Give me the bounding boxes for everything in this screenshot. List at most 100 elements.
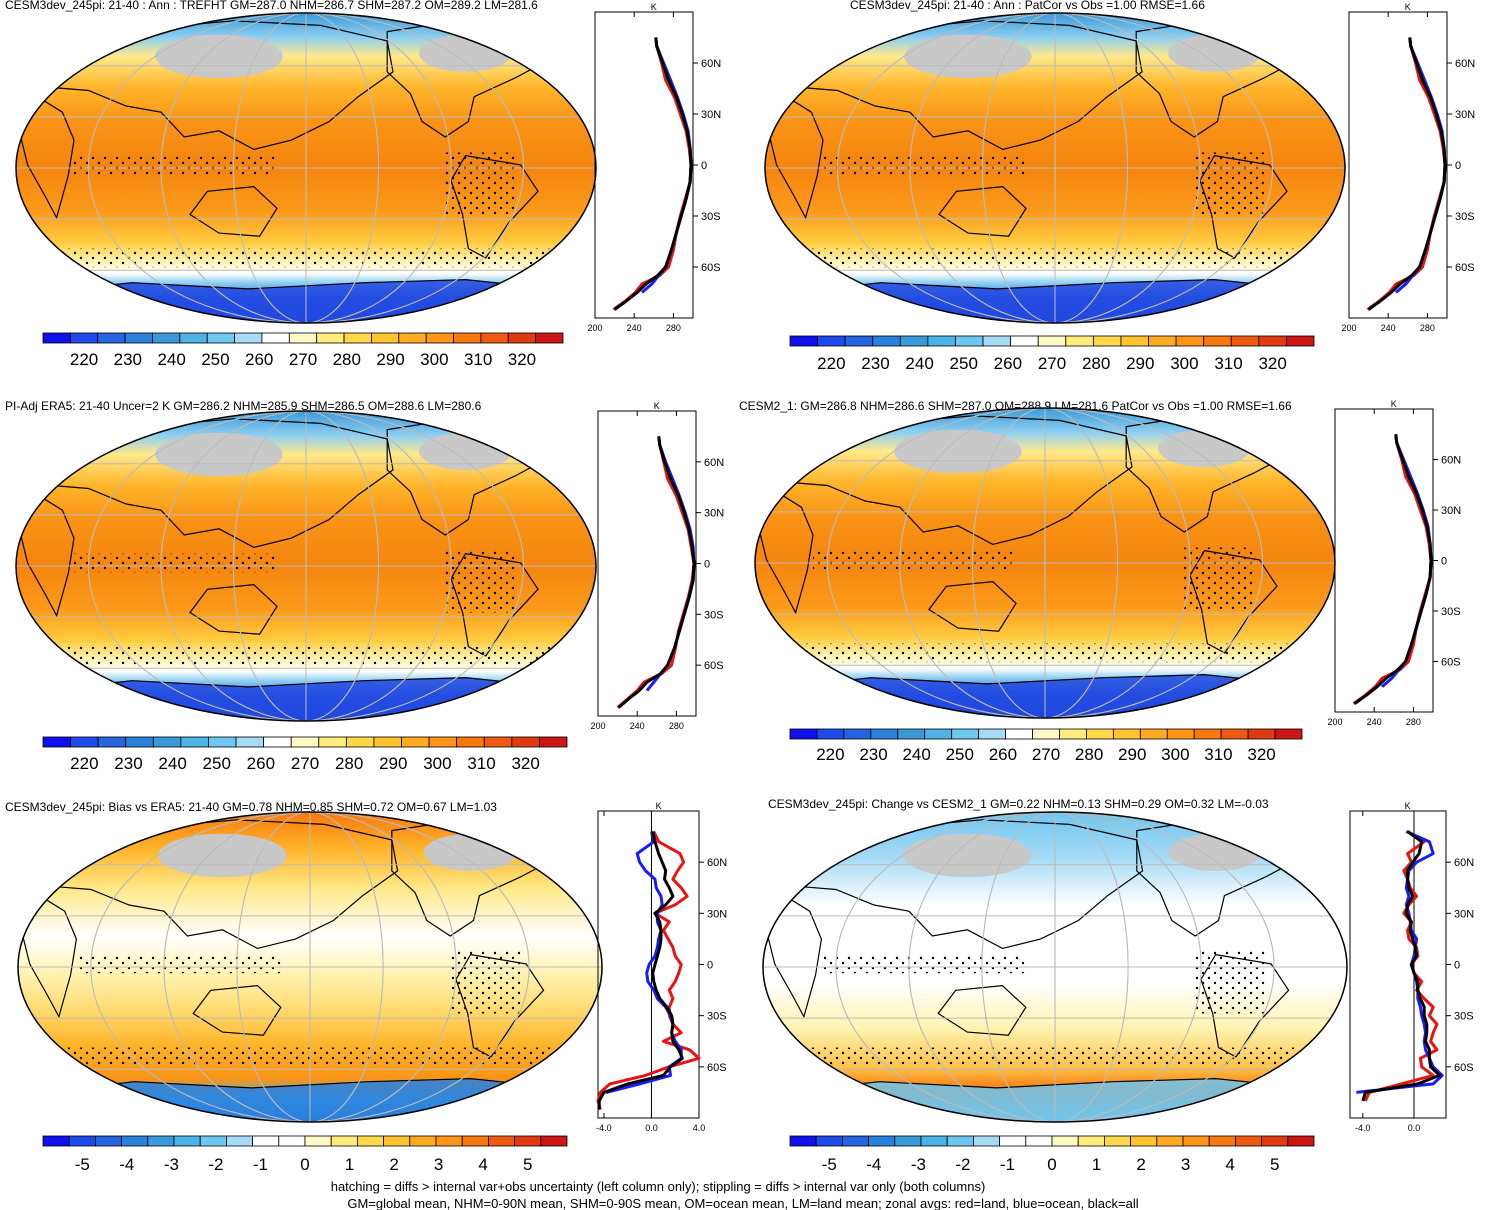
- colorbar-swatch: [1193, 728, 1222, 740]
- colorbar-swatch: [1166, 728, 1195, 740]
- zonal-lat-label: 30N: [707, 908, 727, 920]
- panel-2: CESM3dev_245pi: 21-40 : Ann : PatCor vs …: [764, 0, 1475, 373]
- zonal-lat-label: 60S: [1441, 657, 1461, 669]
- colorbar-label: 230: [859, 745, 887, 764]
- colorbar-label: 290: [1118, 745, 1146, 764]
- zonal-mean-plot: K 60N 30N 0 30S 60S -4.0 0.0: [1349, 801, 1474, 1133]
- colorbar-swatch: [1286, 335, 1315, 347]
- colorbar-swatch: [371, 332, 400, 344]
- colorbar-label: 220: [817, 354, 845, 373]
- map-border: [17, 811, 603, 1123]
- zonal-unit: K: [1391, 399, 1397, 409]
- colorbar-swatch: [483, 736, 513, 748]
- colorbar-swatch: [1175, 335, 1205, 347]
- zonal-lat-label: 30N: [1454, 908, 1474, 920]
- colorbar-label: 240: [905, 354, 933, 373]
- graticule: [16, 411, 596, 721]
- coastline-africa: [757, 484, 814, 615]
- colorbar-swatch: [1065, 335, 1094, 347]
- colorbar-label: 310: [1214, 354, 1242, 373]
- panel-5: CESM3dev_245pi: Bias vs ERA5: 21-40 GM=0…: [5, 800, 727, 1174]
- colorbar-swatch: [1037, 335, 1067, 347]
- colorbar-swatch: [842, 1135, 870, 1147]
- zonal-plot-frame: [1349, 810, 1447, 1119]
- colorbar-swatch: [540, 1135, 568, 1147]
- zonal-x-label: 280: [666, 323, 681, 333]
- colorbar-label: 1: [345, 1155, 354, 1174]
- stippling: [450, 951, 521, 1014]
- colorbar-swatch: [946, 1135, 974, 1147]
- colorbar-swatch: [1247, 728, 1276, 740]
- colorbar-swatch: [535, 332, 564, 344]
- world-map: [15, 410, 597, 722]
- zonal-plot-frame: [597, 410, 697, 717]
- panel-title: CESM2_1: GM=286.8 NHM=286.6 SHM=287.0 OM…: [739, 399, 1292, 413]
- colorbar-swatch: [1274, 728, 1303, 740]
- coastline-eurasia: [777, 415, 1133, 546]
- coastline-greenland: [1250, 13, 1311, 39]
- world-map: [15, 12, 597, 324]
- colorbar-label: 0: [300, 1155, 309, 1174]
- colorbar-swatch: [252, 1135, 280, 1147]
- colorbar-label: 300: [1161, 745, 1189, 764]
- zonal-lat-label: 30S: [1441, 606, 1461, 618]
- masked-region: [423, 833, 518, 871]
- colorbar-swatch: [870, 728, 899, 740]
- colorbar-swatch: [316, 332, 345, 344]
- colorbar-swatch: [815, 1135, 843, 1147]
- colorbar-label: -4: [119, 1155, 134, 1174]
- colorbar-label: 240: [158, 754, 186, 773]
- colorbar-label: 300: [420, 350, 448, 369]
- zonal-lat-label: 60S: [704, 660, 724, 672]
- zonal-mean-plot: K 60N 30N 0 30S 60S 200 240 280: [587, 2, 721, 333]
- map-border: [15, 12, 597, 324]
- colorbar: -5 -4 -3 -2 -1 0 1 2 3 4 5: [42, 1135, 568, 1174]
- zonal-line-ocean: [605, 831, 683, 1094]
- colorbar-swatch: [973, 1135, 1001, 1147]
- colorbar-label: 230: [861, 354, 889, 373]
- colorbar-swatch: [234, 332, 263, 344]
- zonal-mean-plot: K 60N 30N 0 30S 60S 200 240 280: [590, 401, 724, 731]
- masked-region: [419, 34, 512, 72]
- colorbar-label: 280: [333, 350, 361, 369]
- colorbar-label: 280: [335, 754, 363, 773]
- zonal-lat-label: 30S: [701, 211, 721, 223]
- colorbar-label: 3: [1181, 1155, 1190, 1174]
- zonal-lat-label: 30S: [707, 1011, 727, 1023]
- zonal-line-land: [1366, 37, 1447, 311]
- zonal-mean-plot: K 60N 30N 0 30S 60S 200 240 280: [1327, 399, 1461, 727]
- colorbar-swatch: [97, 736, 127, 748]
- colorbar-swatch: [1005, 728, 1033, 740]
- colorbar-swatch: [1182, 1135, 1210, 1147]
- colorbar-swatch: [425, 332, 454, 344]
- colorbar-swatch: [1051, 1135, 1079, 1147]
- coastline-eurasia: [787, 20, 1143, 151]
- colorbar-label: 310: [1204, 745, 1232, 764]
- world-map: [762, 811, 1348, 1123]
- colorbar-swatch: [124, 332, 153, 344]
- footer-line-1: hatching = diffs > internal var+obs unce…: [331, 1179, 986, 1194]
- world-map: [764, 12, 1346, 324]
- colorbar-swatch: [1112, 728, 1141, 740]
- zonal-line-land: [616, 436, 696, 709]
- colorbar-swatch: [199, 1135, 227, 1147]
- colorbar-label: -2: [208, 1155, 223, 1174]
- zonal-x-label: 200: [1327, 717, 1342, 727]
- colorbar-swatch: [461, 1135, 489, 1147]
- colorbar-swatch: [514, 1135, 542, 1147]
- colorbar-label: 270: [291, 754, 319, 773]
- colorbar-swatch: [97, 332, 126, 344]
- colorbar-swatch: [1086, 728, 1114, 740]
- graticule: [763, 812, 1347, 1122]
- zonal-unit: K: [654, 401, 660, 411]
- colorbar-swatch: [1077, 1135, 1105, 1147]
- graticule: [16, 13, 596, 323]
- colorbar-swatch: [982, 335, 1012, 347]
- zonal-lat-label: 0: [701, 160, 707, 172]
- colorbar-swatch: [208, 736, 237, 748]
- colorbar-label: -2: [955, 1155, 970, 1174]
- colorbar-label: -1: [253, 1155, 268, 1174]
- colorbar-swatch: [435, 1135, 463, 1147]
- panel-title: PI-Adj ERA5: 21-40 Uncer=2 K GM=286.2 NH…: [5, 399, 482, 413]
